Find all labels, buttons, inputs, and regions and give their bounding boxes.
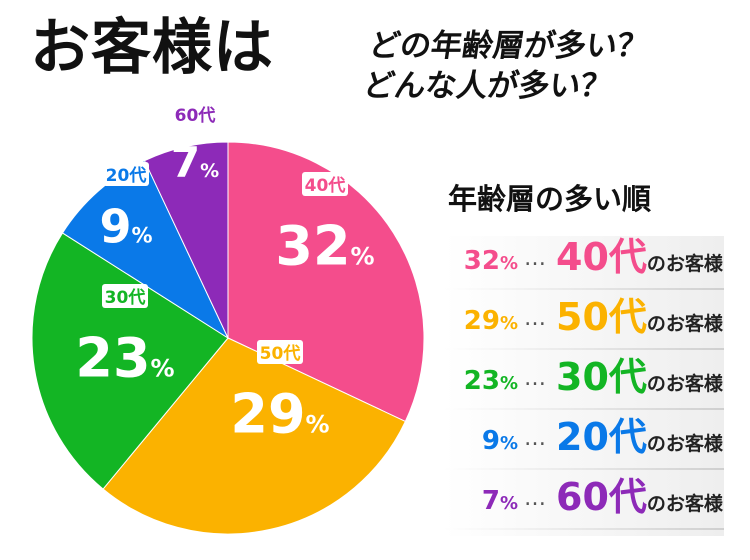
ranking-age-label: 30代 [556, 355, 647, 399]
slice-age-label: 30代 [105, 287, 146, 308]
slice-value-label: 7% [171, 138, 219, 187]
percent-sign: % [499, 313, 518, 334]
ranking-suffix: のお客様 [646, 313, 723, 335]
ranking-dots: … [524, 306, 546, 331]
ranking-age: 30代のお客様 [556, 355, 723, 400]
ranking-age-label: 40代 [556, 235, 647, 279]
ranking-suffix: のお客様 [646, 433, 723, 455]
ranking-row: 9% … 20代のお客様 [444, 415, 724, 476]
ranking-percent: 7% [482, 486, 518, 516]
ranking-percent: 32% [464, 246, 518, 276]
percent-sign: % [499, 433, 518, 454]
slice-label-group: 20代 9% [99, 162, 153, 254]
slice-age-label: 50代 [260, 343, 301, 364]
ranking-percent: 23% [464, 366, 518, 396]
ranking-age: 50代のお客様 [556, 295, 723, 340]
ranking-suffix: のお客様 [646, 493, 723, 515]
slice-age-label: 40代 [305, 175, 346, 196]
ranking-row: 23% … 30代のお客様 [444, 355, 724, 416]
ranking-percent-value: 7 [481, 486, 500, 516]
ranking-dots: … [524, 366, 546, 391]
ranking-percent-value: 29 [463, 306, 500, 336]
slice-label-group: 60代 7% [171, 102, 219, 187]
percent-sign: % [499, 493, 518, 514]
pie-slice [143, 141, 229, 339]
pie-slice [102, 337, 407, 535]
ranking-age: 60代のお客様 [556, 475, 723, 520]
ranking-dots: … [524, 246, 546, 271]
ranking-row: 29% … 50代のお客様 [444, 295, 724, 356]
ranking-age-label: 50代 [556, 295, 647, 339]
slice-age-label: 20代 [106, 165, 147, 186]
ranking-row: 32% … 40代のお客様 [444, 235, 724, 296]
ranking-suffix: のお客様 [646, 253, 723, 275]
ranking-age: 20代のお客様 [556, 415, 723, 460]
ranking-percent-value: 9 [481, 426, 500, 456]
slice-label-group: 50代 29% [230, 340, 330, 445]
ranking-dots: … [524, 486, 546, 511]
ranking-percent-value: 23 [463, 366, 500, 396]
ranking-percent: 9% [482, 426, 518, 456]
slice-value-label: 9% [99, 200, 152, 254]
ranking-age: 40代のお客様 [556, 235, 723, 280]
percent-sign: % [499, 373, 518, 394]
ranking-age-label: 60代 [556, 475, 647, 519]
pie-slice [31, 232, 229, 490]
slice-badge [302, 172, 348, 196]
ranking-title: 年齢層の多い順 [448, 182, 652, 216]
page-title: お客様は [30, 13, 274, 83]
slice-age-label: 60代 [175, 105, 216, 126]
slice-badge [257, 340, 303, 364]
ranking-percent-value: 32 [463, 246, 500, 276]
percent-sign: % [499, 253, 518, 274]
slice-badge [102, 284, 148, 308]
slice-value-label: 32% [275, 214, 374, 277]
ranking-list: 32% … 40代のお客様 29% … 50代のお客様 23% … 30代のお客… [444, 235, 724, 536]
ranking-percent: 29% [464, 306, 518, 336]
slice-value-label: 29% [230, 382, 329, 445]
ranking-age-label: 20代 [556, 415, 647, 459]
ranking-suffix: のお客様 [646, 373, 723, 395]
slice-value-label: 23% [75, 326, 174, 389]
ranking-row: 7% … 60代のお客様 [444, 475, 724, 536]
slice-label-group: 30代 23% [75, 284, 175, 389]
slice-badge [172, 102, 218, 126]
slice-badge [103, 162, 149, 186]
slice-label-group: 40代 32% [275, 172, 375, 277]
ranking-dots: … [524, 426, 546, 451]
